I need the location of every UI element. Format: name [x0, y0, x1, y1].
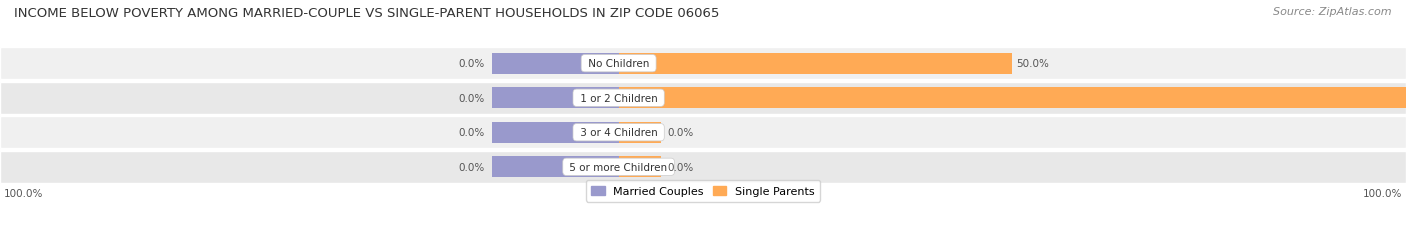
Text: 100.0%: 100.0% — [1362, 188, 1403, 198]
Bar — [492, 122, 619, 143]
Text: Source: ZipAtlas.com: Source: ZipAtlas.com — [1274, 7, 1392, 17]
Bar — [492, 88, 619, 109]
Bar — [0, 116, 1406, 149]
Bar — [0, 48, 1406, 80]
Legend: Married Couples, Single Parents: Married Couples, Single Parents — [586, 180, 820, 202]
Text: No Children: No Children — [585, 59, 652, 69]
Bar — [0, 82, 1406, 115]
Bar — [619, 156, 661, 178]
Bar — [619, 53, 1012, 75]
Text: 5 or more Children: 5 or more Children — [567, 162, 671, 172]
Bar — [0, 151, 1406, 183]
Text: 1 or 2 Children: 1 or 2 Children — [576, 93, 661, 103]
Text: 3 or 4 Children: 3 or 4 Children — [576, 128, 661, 138]
Text: 50.0%: 50.0% — [1015, 59, 1049, 69]
Text: 100.0%: 100.0% — [3, 188, 44, 198]
Text: 0.0%: 0.0% — [458, 128, 485, 138]
Text: 0.0%: 0.0% — [458, 59, 485, 69]
Text: INCOME BELOW POVERTY AMONG MARRIED-COUPLE VS SINGLE-PARENT HOUSEHOLDS IN ZIP COD: INCOME BELOW POVERTY AMONG MARRIED-COUPL… — [14, 7, 720, 20]
Bar — [619, 122, 661, 143]
Bar — [492, 53, 619, 75]
Text: 0.0%: 0.0% — [458, 162, 485, 172]
Text: 0.0%: 0.0% — [668, 128, 695, 138]
Bar — [619, 88, 1406, 109]
Bar — [492, 156, 619, 178]
Text: 0.0%: 0.0% — [668, 162, 695, 172]
Text: 0.0%: 0.0% — [458, 93, 485, 103]
